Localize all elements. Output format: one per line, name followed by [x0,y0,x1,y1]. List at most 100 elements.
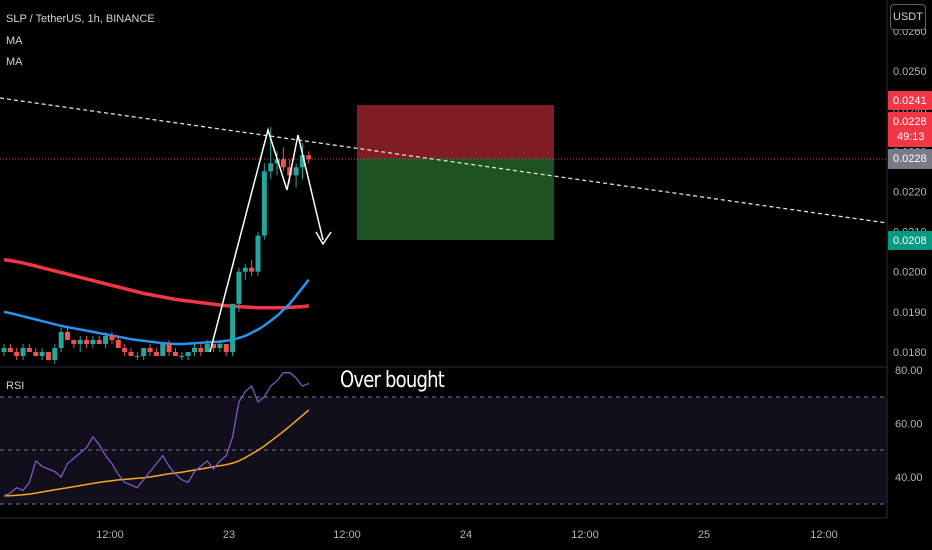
candle-body [306,155,312,160]
take-profit-zone[interactable] [357,158,554,240]
rsi-line[interactable] [3,372,310,497]
candle-body [160,343,166,357]
candle-body [217,343,223,348]
rsi-tick-label: 60.00 [895,419,923,431]
candle[interactable] [33,347,39,357]
candle[interactable] [299,143,305,180]
rsi-ma-line[interactable] [4,409,310,497]
candle[interactable] [20,343,26,361]
candle[interactable] [147,343,153,357]
candle[interactable] [134,352,140,361]
candle[interactable] [109,331,115,344]
candle[interactable] [14,347,20,361]
ma-slow-line[interactable] [3,257,310,310]
candle-body [211,343,217,348]
candle[interactable] [223,343,229,357]
candle[interactable] [58,327,64,352]
last-price-badge: 0.0228 49:13 [888,112,932,147]
rsi-tick-label: 80.00 [895,365,923,377]
candle[interactable] [204,339,210,352]
candle[interactable] [249,259,255,276]
candle[interactable] [84,335,90,348]
candle[interactable] [45,352,51,361]
candle[interactable] [166,339,172,357]
candle[interactable] [141,347,147,361]
candle[interactable] [103,331,109,348]
candle-body [223,343,229,352]
stop-loss-zone[interactable] [357,105,554,158]
candle[interactable] [128,347,134,357]
candle-body [179,356,185,358]
candle-body [141,347,147,357]
candle-body [90,339,96,344]
candle[interactable] [179,352,185,361]
ma-indicator-1-label[interactable]: MA [6,35,23,47]
candle[interactable] [65,327,70,340]
time-tick-label: 12:00 [571,529,599,541]
candle[interactable] [122,343,128,357]
time-tick-label: 23 [223,529,235,541]
candle[interactable] [71,339,77,348]
over-bought-annotation[interactable]: Over bought [340,368,445,393]
price-tick-label: 0.0250 [893,66,927,78]
symbol-title[interactable]: SLP / TetherUS, 1h, BINANCE [6,13,155,25]
resistance-trendline[interactable] [0,97,888,224]
candle[interactable] [39,347,45,361]
candle[interactable] [153,347,159,357]
ma-fast-line[interactable] [3,278,310,346]
candle[interactable] [77,335,83,352]
candle-body [172,352,178,357]
candle-body [20,347,26,357]
candle[interactable] [217,339,223,352]
candle-body [280,159,286,168]
price-tick-label: 0.0180 [893,347,927,359]
currency-button[interactable]: USDT [890,4,926,30]
price-tick-label: 0.0190 [893,307,927,319]
candle-body [274,159,280,164]
candle[interactable] [230,303,236,357]
candle[interactable] [236,267,242,312]
ma-indicator-2-label[interactable]: MA [6,56,23,68]
time-tick-label: 25 [698,529,710,541]
candle[interactable] [160,343,166,357]
candle[interactable] [192,343,197,357]
current-price-badge-text: 0.0228 [893,153,927,165]
candle-body [268,163,274,172]
candle[interactable] [185,352,191,361]
candle[interactable] [261,163,267,240]
double-top-drawing[interactable] [209,127,324,353]
candle-body [45,352,51,361]
candle-body [287,167,293,176]
candle-body [77,339,83,344]
candle-body [96,339,102,344]
candle-body [33,352,39,357]
candle[interactable] [280,147,286,172]
candle[interactable] [293,163,299,188]
candle[interactable] [268,127,274,180]
candle[interactable] [198,343,204,357]
candle[interactable] [7,343,13,352]
time-tick-label: 12:00 [333,529,361,541]
candle[interactable] [255,231,261,276]
candle[interactable] [306,151,312,164]
rsi-label[interactable]: RSI [6,380,25,392]
down-arrow-icon [315,231,332,246]
candle[interactable] [172,347,178,357]
candle[interactable] [52,343,58,365]
candle[interactable] [96,335,102,344]
last-price-badge-countdown: 49:13 [897,131,925,143]
candle[interactable] [26,343,32,352]
candle-body [242,267,248,272]
candle[interactable] [90,335,96,348]
candle-body [236,271,242,304]
candle[interactable] [115,335,121,348]
candle-body [261,171,267,236]
candle[interactable] [1,343,7,357]
candle[interactable] [242,263,248,280]
candle[interactable] [211,343,217,352]
candle-body [299,155,305,168]
candle-body [115,339,121,348]
candle[interactable] [274,151,280,176]
stop-loss-badge-text: 0.0241 [893,95,927,107]
